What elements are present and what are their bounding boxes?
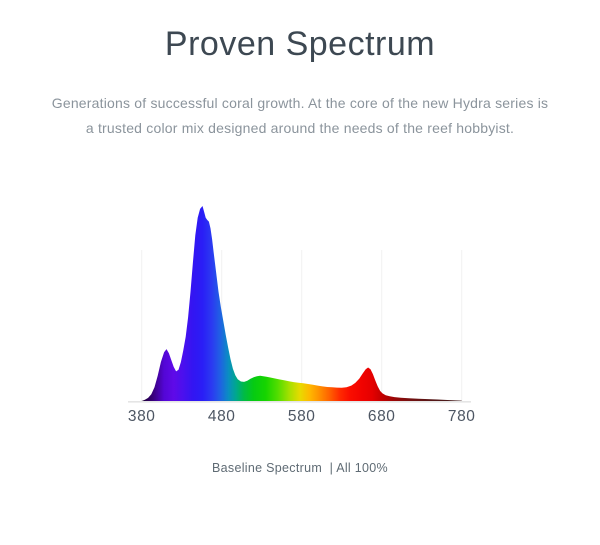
x-tick-680: 680 bbox=[368, 408, 396, 425]
x-tick-480: 480 bbox=[208, 408, 236, 425]
subtitle-line2: a trusted color mix designed around the … bbox=[85, 119, 515, 136]
spectrum-chart: 380 480 580 680 780 bbox=[110, 195, 490, 430]
x-tick-580: 580 bbox=[288, 408, 316, 425]
x-axis-tick-labels: 380 480 580 680 780 bbox=[128, 408, 476, 425]
chart-caption: Baseline Spectrum | All 100% bbox=[212, 461, 388, 475]
page-title: Proven Spectrum bbox=[164, 25, 436, 63]
x-tick-780: 780 bbox=[448, 408, 476, 425]
spectrum-area bbox=[141, 206, 462, 401]
x-tick-380: 380 bbox=[128, 408, 156, 425]
subtitle-line1: Generations of successful coral growth. … bbox=[51, 95, 549, 111]
spectrum-chart-svg: 380 480 580 680 780 bbox=[128, 206, 476, 425]
subtitle: Generations of successful coral growth. … bbox=[0, 91, 600, 140]
